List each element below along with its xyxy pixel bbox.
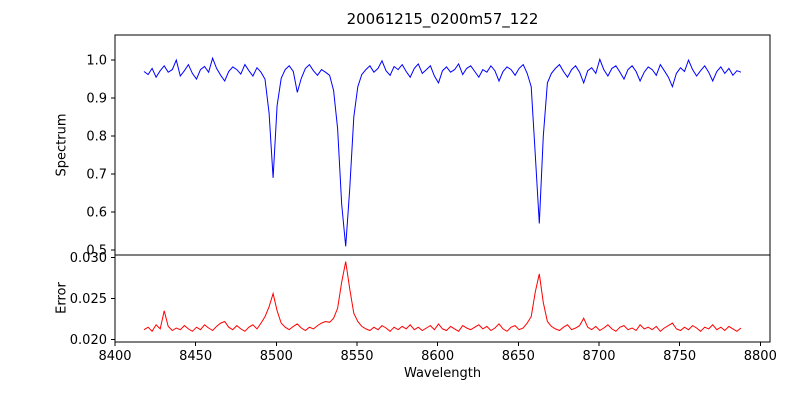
- y-axis-label-error: Error: [54, 282, 70, 314]
- x-axis-label: Wavelength: [403, 366, 482, 381]
- y-tick-label: 0.9: [86, 92, 107, 107]
- y-tick-label: 0.020: [70, 333, 107, 348]
- x-tick-label: 8550: [340, 349, 373, 364]
- x-tick-label: 8450: [179, 349, 212, 364]
- x-tick-label: 8600: [421, 349, 454, 364]
- spectrum-axes-spine: [114, 34, 771, 256]
- y-axis-label-spectrum: Spectrum: [54, 113, 70, 177]
- x-tick-label: 8700: [582, 349, 615, 364]
- y-tick-label: 0.025: [70, 292, 107, 307]
- y-tick-label: 0.6: [86, 206, 107, 221]
- y-tick-label: 0.8: [86, 130, 107, 145]
- x-tick-label: 8750: [663, 349, 696, 364]
- chart-title: 20061215_0200m57_122: [346, 10, 539, 28]
- y-tick-label: 0.030: [70, 251, 107, 266]
- x-tick-label: 8500: [260, 349, 293, 364]
- y-tick-label: 0.7: [86, 168, 107, 183]
- y-tick-label: 0.5: [86, 244, 107, 259]
- error-line: [143, 261, 742, 333]
- x-tick-label: 8800: [744, 349, 777, 364]
- x-tick-label: 8400: [98, 349, 131, 364]
- spectrum-line: [143, 56, 742, 247]
- y-tick-label: 1.0: [86, 54, 107, 69]
- x-tick-label: 8650: [502, 349, 535, 364]
